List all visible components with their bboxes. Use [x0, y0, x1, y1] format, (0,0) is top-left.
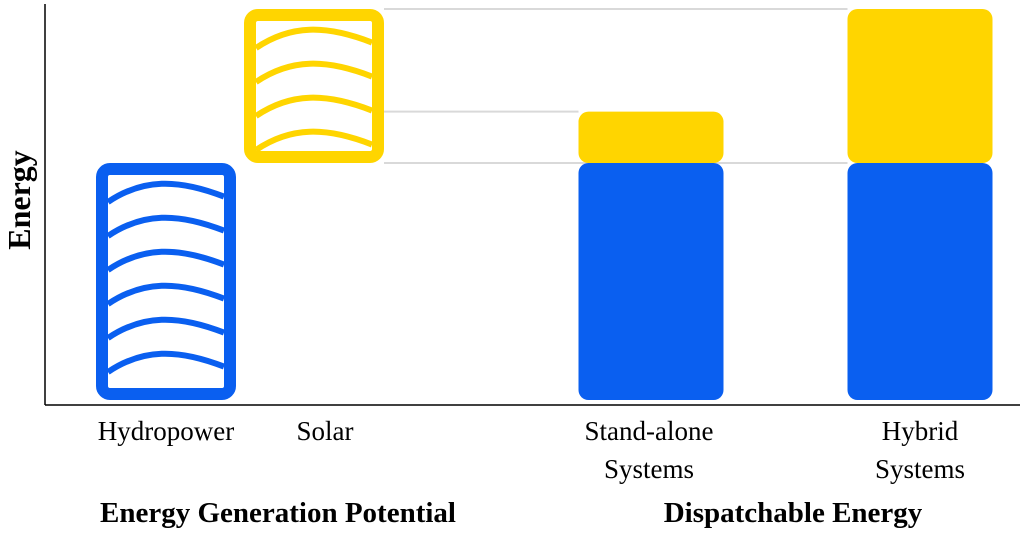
bars: [96, 8, 993, 400]
bar-hydropower-hydropower-wave-4: [106, 316, 226, 341]
y-axis-label: Energy: [1, 150, 37, 250]
bar-solar-solar-wave-3: [254, 128, 374, 153]
bar-hydropower-hydropower-wave-3: [106, 282, 226, 307]
bar-hydropower-stand-alone-systems: [578, 163, 724, 400]
bar-hydropower-hybrid-systems: [847, 163, 993, 400]
bar-solar-hybrid-systems: [847, 8, 993, 164]
bar-hydropower-hydropower-wave-0: [106, 180, 226, 205]
x-tick-label-standalone-line1: Stand-alone: [585, 416, 714, 446]
bar-hydropower-hydropower-wave-5: [106, 350, 226, 375]
group-label-dispatchable-energy: Dispatchable Energy: [664, 497, 923, 529]
bar-hydropower-hydropower: [96, 163, 236, 400]
x-tick-label-solar: Solar: [297, 416, 354, 446]
bar-hydropower-hydropower-wave-2: [106, 248, 226, 273]
bar-solar-solar: [244, 8, 384, 164]
group-label-generation-potential: Energy Generation Potential: [100, 497, 456, 529]
bar-solar-solar-wave-0: [254, 26, 374, 51]
bar-solar-solar-wave-1: [254, 60, 374, 85]
bar-solar-solar-frame: [244, 8, 384, 164]
bar-hydropower-hydropower-wave-1: [106, 214, 226, 239]
bar-solar-stand-alone-systems: [578, 111, 724, 163]
x-tick-label-hydropower: Hydropower: [98, 416, 234, 446]
x-tick-label-hybrid-line2: Systems: [875, 454, 965, 484]
x-tick-label-standalone-line2: Systems: [604, 454, 694, 484]
bar-solar-solar-wave-2: [254, 94, 374, 119]
x-tick-label-hybrid-line1: Hybrid: [882, 416, 959, 446]
